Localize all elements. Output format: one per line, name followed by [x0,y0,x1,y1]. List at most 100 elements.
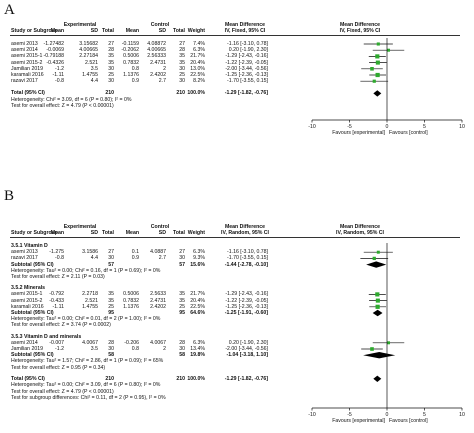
exp-n: 28 [108,339,114,346]
ci-value: -2.00 [-3.44, -0.56] [225,346,268,352]
ctl-n: 30 [179,346,185,352]
exp-n: 30 [108,346,114,352]
subgroup-title: 3.5.3 Vitamin D and minerals [11,333,82,340]
exp-mean: -0.8 [55,255,64,262]
total-label: Total (95% CI) [11,90,45,97]
effect-square [375,60,380,65]
total-label: Subtotal (95% CI) [11,261,54,268]
study-name: asemi 2015-1 [11,53,43,60]
ctl-mean: 0.5006 [123,291,139,298]
overall-effect: Test for overall effect: Z = 4.79 (P < 0… [11,388,114,395]
weight-value: 13.4% [190,346,205,352]
exp-sd: 2.2718 [82,291,98,298]
plot-title: Mean Difference [339,224,381,230]
study-name: asemi 2015-2 [11,297,43,304]
mean1-col-header: Mean [50,28,64,34]
effect-square [387,341,390,345]
weight-value: 13.0% [190,65,205,72]
effect-square [370,347,374,351]
weight-value: 8.2% [193,78,205,85]
sd1-col-header: SD [90,28,98,34]
exp-sd: 3.15682 [79,41,98,47]
ctl-mean: 0.1 [131,249,139,256]
effect-square [375,304,380,309]
weight-value: 6.3% [193,249,205,256]
total-ci: -1.25 [-1.91, -0.60] [224,310,268,316]
exp-sd: 2.521 [85,59,98,66]
ci-value: -1.22 [-2.39, -0.05] [225,297,268,304]
exp-mean: -1.11 [52,303,64,310]
study-name: asemi 2015-1 [11,291,43,298]
exp-mean: -0.433 [49,297,64,304]
favours-control-label: Favours [control] [389,418,428,424]
ci-value: -1.25 [-2.36, -0.13] [225,303,268,310]
ctl-n: 27 [179,41,185,47]
effect-square [387,48,390,52]
ctl-n: 28 [179,47,185,54]
ctl-sd: 2 [163,346,166,352]
ctl-n: 30 [179,78,185,85]
md-header: Mean Difference [224,22,266,28]
ctl-n: 30 [179,65,185,72]
total-weight: 100.0% [187,90,205,97]
study-name: karamali 2016 [11,303,44,310]
favours-experimental-label: Favours [experimental] [332,130,385,136]
x-tick-label: 0 [385,411,389,418]
favours-control-label: Favours [control] [389,130,428,136]
mean2-col-header: Mean [125,28,139,34]
ci-value: -1.25 [-2.36, -0.13] [225,72,268,78]
study-name: asemi 2013 [11,41,38,47]
weight-value: 21.7% [190,291,205,298]
total-ci: -1.29 [-1.82, -0.76] [224,375,268,382]
ctl-sd: 2.4202 [150,303,166,310]
ctl-n: 25 [179,72,185,78]
ci-value: 0.20 [-1.90, 2.30] [228,339,268,346]
x-tick-label: -10 [308,411,316,418]
weight-value: 9.3% [193,255,205,262]
exp-mean: -1.275 [49,249,64,256]
exp-sd: 3.5 [90,346,98,352]
weight-col-header: Weight [187,28,205,34]
exp-total-n: 210 [105,375,114,382]
ctl-mean: 0.8 [131,65,139,72]
subgroup-heterogeneity: Heterogeneity: Tau² = 0.00; Chi² = 0.01,… [11,316,161,323]
x-tick-label: -10 [308,123,316,130]
favours-experimental-label: Favours [experimental] [332,418,385,424]
exp-mean: -0.79188 [43,53,64,60]
ctl-mean: -0.2062 [121,47,139,54]
panel-letter-b: B [4,188,15,204]
exp-sd: 1.4755 [82,303,98,310]
exp-n: 35 [108,297,114,304]
header-rule [10,34,460,36]
ctl-sd: 4.0887 [150,249,166,256]
x-tick-label: -5 [347,411,352,418]
effect-square [375,72,380,78]
ctl-sd: 2.4731 [150,297,166,304]
weight-value: 7.4% [193,41,205,47]
total-weight: 64.6% [190,310,205,316]
ci-value: -2.00 [-3.44, -0.56] [225,65,268,72]
study-name: Jamilian 2019 [11,346,44,352]
subtotal-diamond [372,309,383,317]
ctl-mean: 1.1376 [123,72,139,78]
ctl-n: 30 [179,255,185,262]
total-label: Subtotal (95% CI) [11,310,54,316]
total-ci: -1.44 [-2.78, -0.10] [224,261,268,268]
exp-mean: -0.792 [49,291,64,298]
ci-value: -1.16 [-3.10, 0.78] [227,41,268,47]
group1-header: Experimental [63,224,97,230]
study-name: asemi 2015-2 [11,59,43,66]
mean1-col-header: Mean [50,230,64,236]
exp-mean: -0.4326 [46,59,64,66]
exp-sd: 3.5 [90,65,98,72]
exp-n: 27 [108,249,114,256]
overall-effect: Test for overall effect: Z = 4.79 (P < 0… [11,103,114,110]
x-tick-label: 10 [459,411,465,418]
total2-col-header: Total [172,28,185,34]
sd2-col-header: SD [158,28,166,34]
total2-col-header: Total [172,230,185,236]
x-tick-label: 10 [459,123,465,130]
pooled-diamond [373,90,382,97]
exp-sd: 4.4 [90,78,98,85]
